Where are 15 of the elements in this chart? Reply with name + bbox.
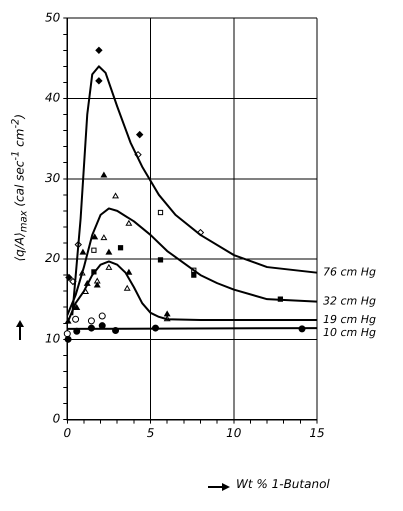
x-axis-title: Wt % 1-Butanol bbox=[236, 477, 330, 491]
x-tick-label: 10 bbox=[226, 426, 242, 440]
x-tick-label: 5 bbox=[146, 426, 154, 440]
x-tick-label: 0 bbox=[63, 426, 72, 440]
y-tick-label: 10 bbox=[44, 331, 61, 346]
series-label: 10 cm Hg bbox=[323, 326, 376, 339]
y-tick-label: 50 bbox=[44, 10, 61, 24]
y-tick-label: 40 bbox=[44, 90, 61, 105]
y-tick-label: 20 bbox=[44, 251, 61, 266]
y-tick-label: 0 bbox=[52, 412, 61, 426]
series-label: 32 cm Hg bbox=[323, 294, 376, 308]
y-tick-label: 30 bbox=[44, 170, 61, 185]
series-label: 76 cm Hg bbox=[323, 266, 376, 279]
x-tick-label: 15 bbox=[309, 426, 325, 440]
series-label: 19 cm Hg bbox=[323, 312, 376, 326]
